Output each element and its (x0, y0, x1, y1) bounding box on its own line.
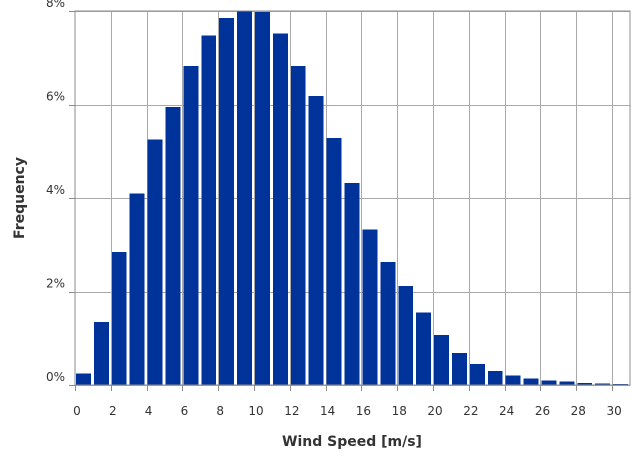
y-tick-label: 6% (46, 90, 65, 104)
bar (380, 262, 396, 385)
bar (326, 138, 342, 385)
x-tick-label: 28 (571, 404, 586, 418)
bar (344, 183, 360, 385)
x-tick-label: 18 (392, 404, 407, 418)
bar (219, 18, 235, 385)
bar (237, 11, 253, 385)
x-tick-label: 8 (216, 404, 224, 418)
x-tick-label: 22 (463, 404, 478, 418)
bar (201, 35, 217, 386)
bar (434, 334, 449, 385)
x-tick-label: 12 (284, 404, 299, 418)
bar (577, 383, 593, 385)
bar (541, 380, 557, 385)
bar (93, 321, 109, 385)
bar (487, 370, 503, 385)
bar (595, 383, 611, 385)
bar (362, 229, 378, 385)
x-tick-label: 30 (606, 404, 621, 418)
y-tick-label: 4% (46, 183, 65, 197)
bar (505, 375, 521, 385)
bar (111, 251, 127, 385)
y-axis-ticks: 0% 2% 4% 6% 8% (46, 0, 75, 386)
x-tick-label: 24 (499, 404, 514, 418)
x-tick-label: 10 (248, 404, 263, 418)
bar (416, 312, 432, 385)
x-axis-title: Wind Speed [m/s] (282, 434, 422, 450)
bar (469, 363, 485, 385)
bar (559, 381, 575, 385)
y-tick-label: 2% (46, 277, 65, 291)
x-tick-label: 16 (356, 404, 371, 418)
bar (183, 66, 199, 385)
bar (129, 193, 145, 385)
bars (76, 11, 628, 386)
y-tick-label: 8% (46, 0, 65, 10)
bar (165, 106, 181, 385)
bar (272, 33, 288, 385)
x-axis-ticks: 0 2 4 6 8 10 12 14 16 18 20 22 24 26 28 30 (73, 385, 622, 418)
y-axis-title: Frequency (12, 157, 28, 239)
x-tick-label: 0 (73, 404, 81, 418)
bar (255, 11, 270, 385)
bar (308, 96, 324, 385)
bar (76, 373, 91, 385)
x-tick-label: 2 (109, 404, 117, 418)
x-tick-label: 6 (181, 404, 189, 418)
bar (398, 285, 414, 385)
x-tick-label: 20 (427, 404, 442, 418)
bar (147, 139, 163, 385)
y-tick-label: 0% (46, 370, 65, 384)
x-tick-label: 26 (535, 404, 550, 418)
bar (290, 66, 306, 385)
bar (451, 353, 467, 385)
bar (523, 378, 539, 385)
x-tick-label: 14 (320, 404, 335, 418)
x-tick-label: 4 (145, 404, 153, 418)
